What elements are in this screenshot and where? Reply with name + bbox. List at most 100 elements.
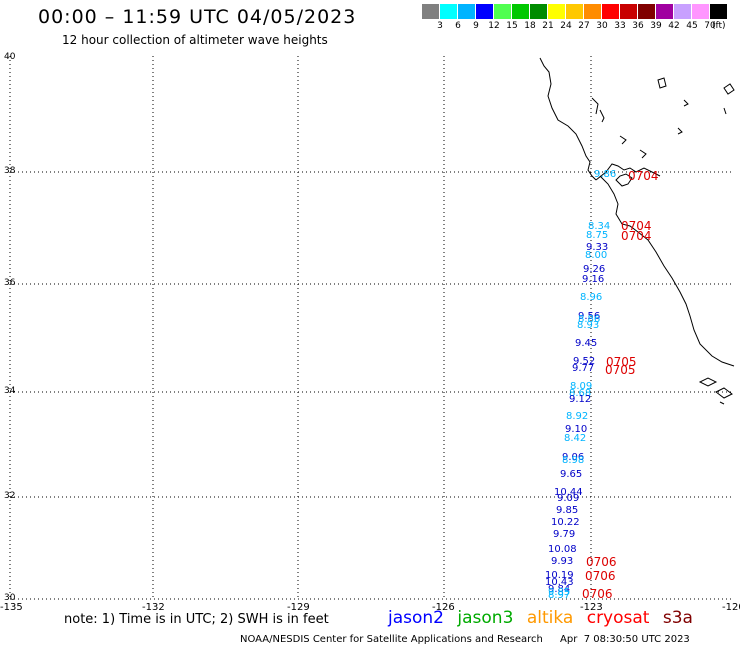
wave-height-value: 8.68 — [569, 388, 592, 399]
wave-height-value: 9.85 — [556, 505, 579, 516]
scale-label: 27 — [578, 21, 590, 31]
lon-label: -123 — [580, 602, 603, 613]
lon-label: -126 — [432, 602, 455, 613]
scale-label: 45 — [686, 21, 698, 31]
pass-time-tag: 0706 — [586, 555, 617, 569]
wave-height-value: 10.19 — [545, 570, 574, 581]
wave-height-value: 9.33 — [586, 242, 609, 253]
scale-label: 33 — [614, 21, 626, 31]
credit-line: NOAA/NESDIS Center for Satellite Applica… — [240, 634, 690, 645]
wave-height-value: 8.34 — [588, 221, 611, 232]
wave-height-value: 8.09 — [570, 381, 593, 392]
wave-height-value: 9.26 — [583, 264, 606, 275]
legend-altika: altika — [526, 608, 574, 628]
map-title: 00:00 – 11:59 UTC 04/05/2023 — [38, 6, 357, 28]
scale-label: 9 — [473, 21, 479, 31]
wave-height-value: 9.65 — [560, 469, 583, 480]
scale-label: 21 — [542, 21, 554, 31]
scale-label: 36 — [632, 21, 644, 31]
pass-time-tag: 0706 — [582, 587, 613, 601]
lat-label: 30 — [4, 593, 16, 603]
scale-swatch — [458, 4, 475, 19]
lat-label: 32 — [4, 491, 16, 501]
pass-time-tag: 0704 — [621, 219, 652, 233]
lat-label: 34 — [4, 386, 16, 396]
lat-label: 36 — [4, 278, 16, 288]
scale-swatch — [620, 4, 637, 19]
scale-label: 42 — [668, 21, 680, 31]
scale-label: 18 — [524, 21, 536, 31]
generated-timestamp: Apr 7 08:30:50 UTC 2023 — [560, 634, 690, 645]
legend-jason3: jason3 — [457, 608, 514, 628]
wave-height-value: 8.92 — [566, 411, 589, 422]
scale-swatch — [602, 4, 619, 19]
scale-label: 3 — [437, 21, 443, 31]
satellite-legend: jason2 jason3 altika cryosat s3a — [388, 608, 701, 628]
wave-height-value: 8.75 — [586, 230, 609, 241]
scale-label: 15 — [506, 21, 518, 31]
wave-height-value: 8.93 — [577, 320, 600, 331]
lat-label: 40 — [4, 52, 16, 62]
lat-label: 38 — [4, 166, 16, 176]
channel-islands — [698, 377, 733, 405]
lat-gridlines — [10, 171, 732, 498]
scale-swatch — [494, 4, 511, 19]
scale-swatch — [638, 4, 655, 19]
scale-swatch — [440, 4, 457, 19]
scale-swatch — [710, 4, 727, 19]
credit-text: NOAA/NESDIS Center for Satellite Applica… — [240, 634, 543, 645]
wave-height-value: 10.43 — [545, 577, 574, 588]
wave-height-value: 9.06 — [562, 452, 585, 463]
scale-swatch — [422, 4, 439, 19]
wave-height-value: 9.56 — [578, 311, 601, 322]
scale-swatch — [476, 4, 493, 19]
wave-height-value: 9.12 — [569, 394, 592, 405]
wave-height-value: 8.96 — [580, 292, 603, 303]
pass-time-tag: 0706 — [585, 569, 616, 583]
scale-label: 24 — [560, 21, 572, 31]
wave-height-value: 9.84 — [548, 584, 571, 595]
lon-label: -135 — [0, 602, 23, 613]
wave-height-value: 8.00 — [585, 250, 608, 261]
scale-swatch — [548, 4, 565, 19]
scale-swatch — [674, 4, 691, 19]
units-note: note: 1) Time is in UTC; 2) SWH is in fe… — [64, 612, 329, 627]
legend-s3a: s3a — [662, 608, 693, 628]
wave-height-value: 9.09 — [557, 493, 580, 504]
wave-height-value: 10.22 — [551, 517, 580, 528]
map-subtitle: 12 hour collection of altimeter wave hei… — [62, 33, 328, 47]
scale-label: 6 — [455, 21, 461, 31]
scale-label: 39 — [650, 21, 662, 31]
wave-height-value: 9.86 — [594, 169, 617, 180]
wave-height-value: 10.44 — [554, 487, 583, 498]
scale-swatch — [530, 4, 547, 19]
wave-height-value: 9.79 — [553, 529, 576, 540]
wave-height-value: 10.08 — [548, 544, 577, 555]
legend-jason2: jason2 — [388, 608, 444, 628]
legend-cryosat: cryosat — [586, 608, 650, 628]
lon-label: -132 — [142, 602, 165, 613]
lon-label: -120 — [722, 602, 740, 613]
scale-unit: (ft) — [712, 21, 726, 31]
scale-label: 70 — [704, 21, 716, 31]
wave-height-value: 9.45 — [575, 338, 598, 349]
scale-swatch — [692, 4, 709, 19]
pass-time-tag: 0705 — [605, 363, 636, 377]
scale-label: 12 — [488, 21, 500, 31]
scale-swatch — [584, 4, 601, 19]
wave-height-value: 8.42 — [564, 433, 587, 444]
pass-time-tag: 0705 — [606, 355, 637, 369]
coastline — [539, 57, 735, 367]
scale-label: 30 — [596, 21, 608, 31]
lon-label: -129 — [287, 602, 310, 613]
pass-time-tag: 0704 — [628, 169, 659, 183]
wave-height-value: 8.98 — [562, 455, 585, 466]
wave-height-value: 8.97 — [548, 590, 571, 601]
wave-height-value: 9.16 — [582, 274, 605, 285]
lon-gridlines — [152, 56, 592, 598]
wave-height-value: 9.52 — [573, 356, 596, 367]
wave-height-value: 9.93 — [551, 556, 574, 567]
scale-swatch — [566, 4, 583, 19]
pass-time-tag: 0704 — [621, 229, 652, 243]
